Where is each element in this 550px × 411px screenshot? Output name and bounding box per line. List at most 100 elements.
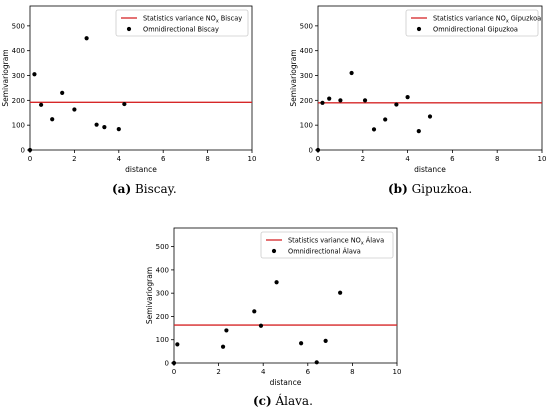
data-point [427,114,433,119]
data-point [252,309,257,314]
data-point [349,70,354,76]
y-tick-label: 300 [156,290,169,298]
y-tick-label: 500 [156,243,169,251]
y-tick-label: 200 [12,97,25,105]
caption-alava: (c) Álava. [253,394,313,408]
data-point [122,101,127,107]
y-axis-label: Semivariogram [145,267,154,324]
data-point [314,360,319,365]
plot-frame [317,5,543,151]
x-tick-label: 0 [316,155,320,163]
legend-point-swatch [416,26,422,32]
y-axis-label: Semivariogram [289,49,298,106]
x-tick-label: 10 [538,155,547,163]
plot-frame [29,5,253,151]
x-tick-label: 4 [261,368,266,376]
data-point [274,280,279,285]
y-tick-label: 300 [12,72,25,80]
chart-alava: 0 2 4 6 8 100100200300400500distanceSemivario… [145,227,402,387]
chart-gipuzkoa: 0 2 4 6 8 100100200300400500distanceSemivario… [289,5,547,174]
data-point [27,147,33,153]
x-tick-label: 2 [72,155,76,163]
legend-point-swatch [126,26,132,32]
data-point [32,72,37,77]
chart-panel-biscay: 0 2 4 6 8 10 0 100 200 300 400 500 distance Semivario… [0,0,275,205]
x-tick-label: 2 [216,368,220,376]
y-tick-label: 200 [300,97,313,105]
x-tick-label: 0 [172,368,176,376]
x-tick-label: 8 [350,368,354,376]
x-tick-label: 2 [361,155,365,163]
data-point [323,338,328,343]
chart-biscay: 0 2 4 6 8 100100200300400500distanceSemivario… [1,5,257,174]
legend-variance-label: Statistics variance NOx Álava [288,236,384,247]
x-tick-label: 4 [405,155,410,163]
x-axis-label: distance [125,165,157,174]
data-point [405,95,410,100]
caption-gipuzkoa: (b) Gipuzkoa. [388,182,473,196]
data-point [72,107,77,112]
data-point [416,129,421,134]
chart-panel-gipuzkoa: 0 2 4 6 8 10 0 100 200 300 400 500 distance Semivario… [280,0,550,205]
x-tick-label: 0 [28,155,32,163]
legend-variance-label: Statistics variance NOx Gipuzkoa [433,15,541,25]
data-point [362,98,368,103]
x-tick-label: 6 [450,155,455,163]
x-tick-label: 10 [248,155,257,163]
legend-points-label: Omnidirectional Biscay [143,26,219,34]
data-point [84,36,89,41]
data-point [60,90,65,95]
x-tick-label: 10 [393,368,402,376]
plot-frame [173,227,398,364]
y-tick-label: 0 [309,147,313,155]
x-tick-label: 8 [205,155,209,163]
x-axis-label: distance [414,165,446,174]
data-point [383,117,388,122]
y-tick-label: 0 [21,147,25,155]
data-point [327,96,332,101]
y-axis-label: Semivariogram [1,49,10,106]
data-point [39,102,44,107]
y-tick-label: 100 [12,122,25,130]
data-point [299,341,304,346]
legend-box [115,9,249,37]
y-tick-label: 0 [165,360,169,368]
x-tick-label: 4 [117,155,122,163]
y-tick-label: 300 [300,72,313,80]
data-point [394,102,399,107]
x-tick-label: 6 [306,368,311,376]
y-tick-label: 400 [300,47,313,55]
data-point [94,122,99,127]
data-point [50,117,55,122]
data-point [220,344,226,349]
data-point [102,125,107,130]
caption-biscay: (a) Biscay. [112,182,177,196]
legend-points-label: Omnidirectional Gipuzkoa [433,26,518,34]
data-point [224,328,229,333]
data-point [258,323,264,328]
data-point [171,360,177,366]
data-point [315,147,321,153]
y-tick-label: 200 [156,313,169,321]
data-point [371,127,377,132]
y-tick-label: 400 [156,266,169,274]
data-point [175,342,180,347]
x-axis-label: distance [270,378,302,387]
legend-points-label: Omnidirectional Álava [288,247,361,256]
data-point [338,98,343,103]
x-tick-label: 8 [495,155,499,163]
legend-variance-label: Statistics variance NOx Biscay [143,15,242,25]
data-point [320,100,325,105]
y-tick-label: 400 [12,47,25,55]
y-tick-label: 500 [300,22,313,30]
legend-box [260,231,394,259]
y-tick-label: 100 [156,336,169,344]
y-tick-label: 100 [300,122,313,130]
legend-point-swatch [271,248,277,254]
data-point [338,290,343,295]
chart-panel-alava: 0 2 4 6 8 10 0 100 200 300 400 500 distance Semivario… [130,222,415,411]
data-point [116,127,121,132]
y-tick-label: 500 [12,22,25,30]
legend-box [405,9,539,37]
x-tick-label: 6 [161,155,166,163]
